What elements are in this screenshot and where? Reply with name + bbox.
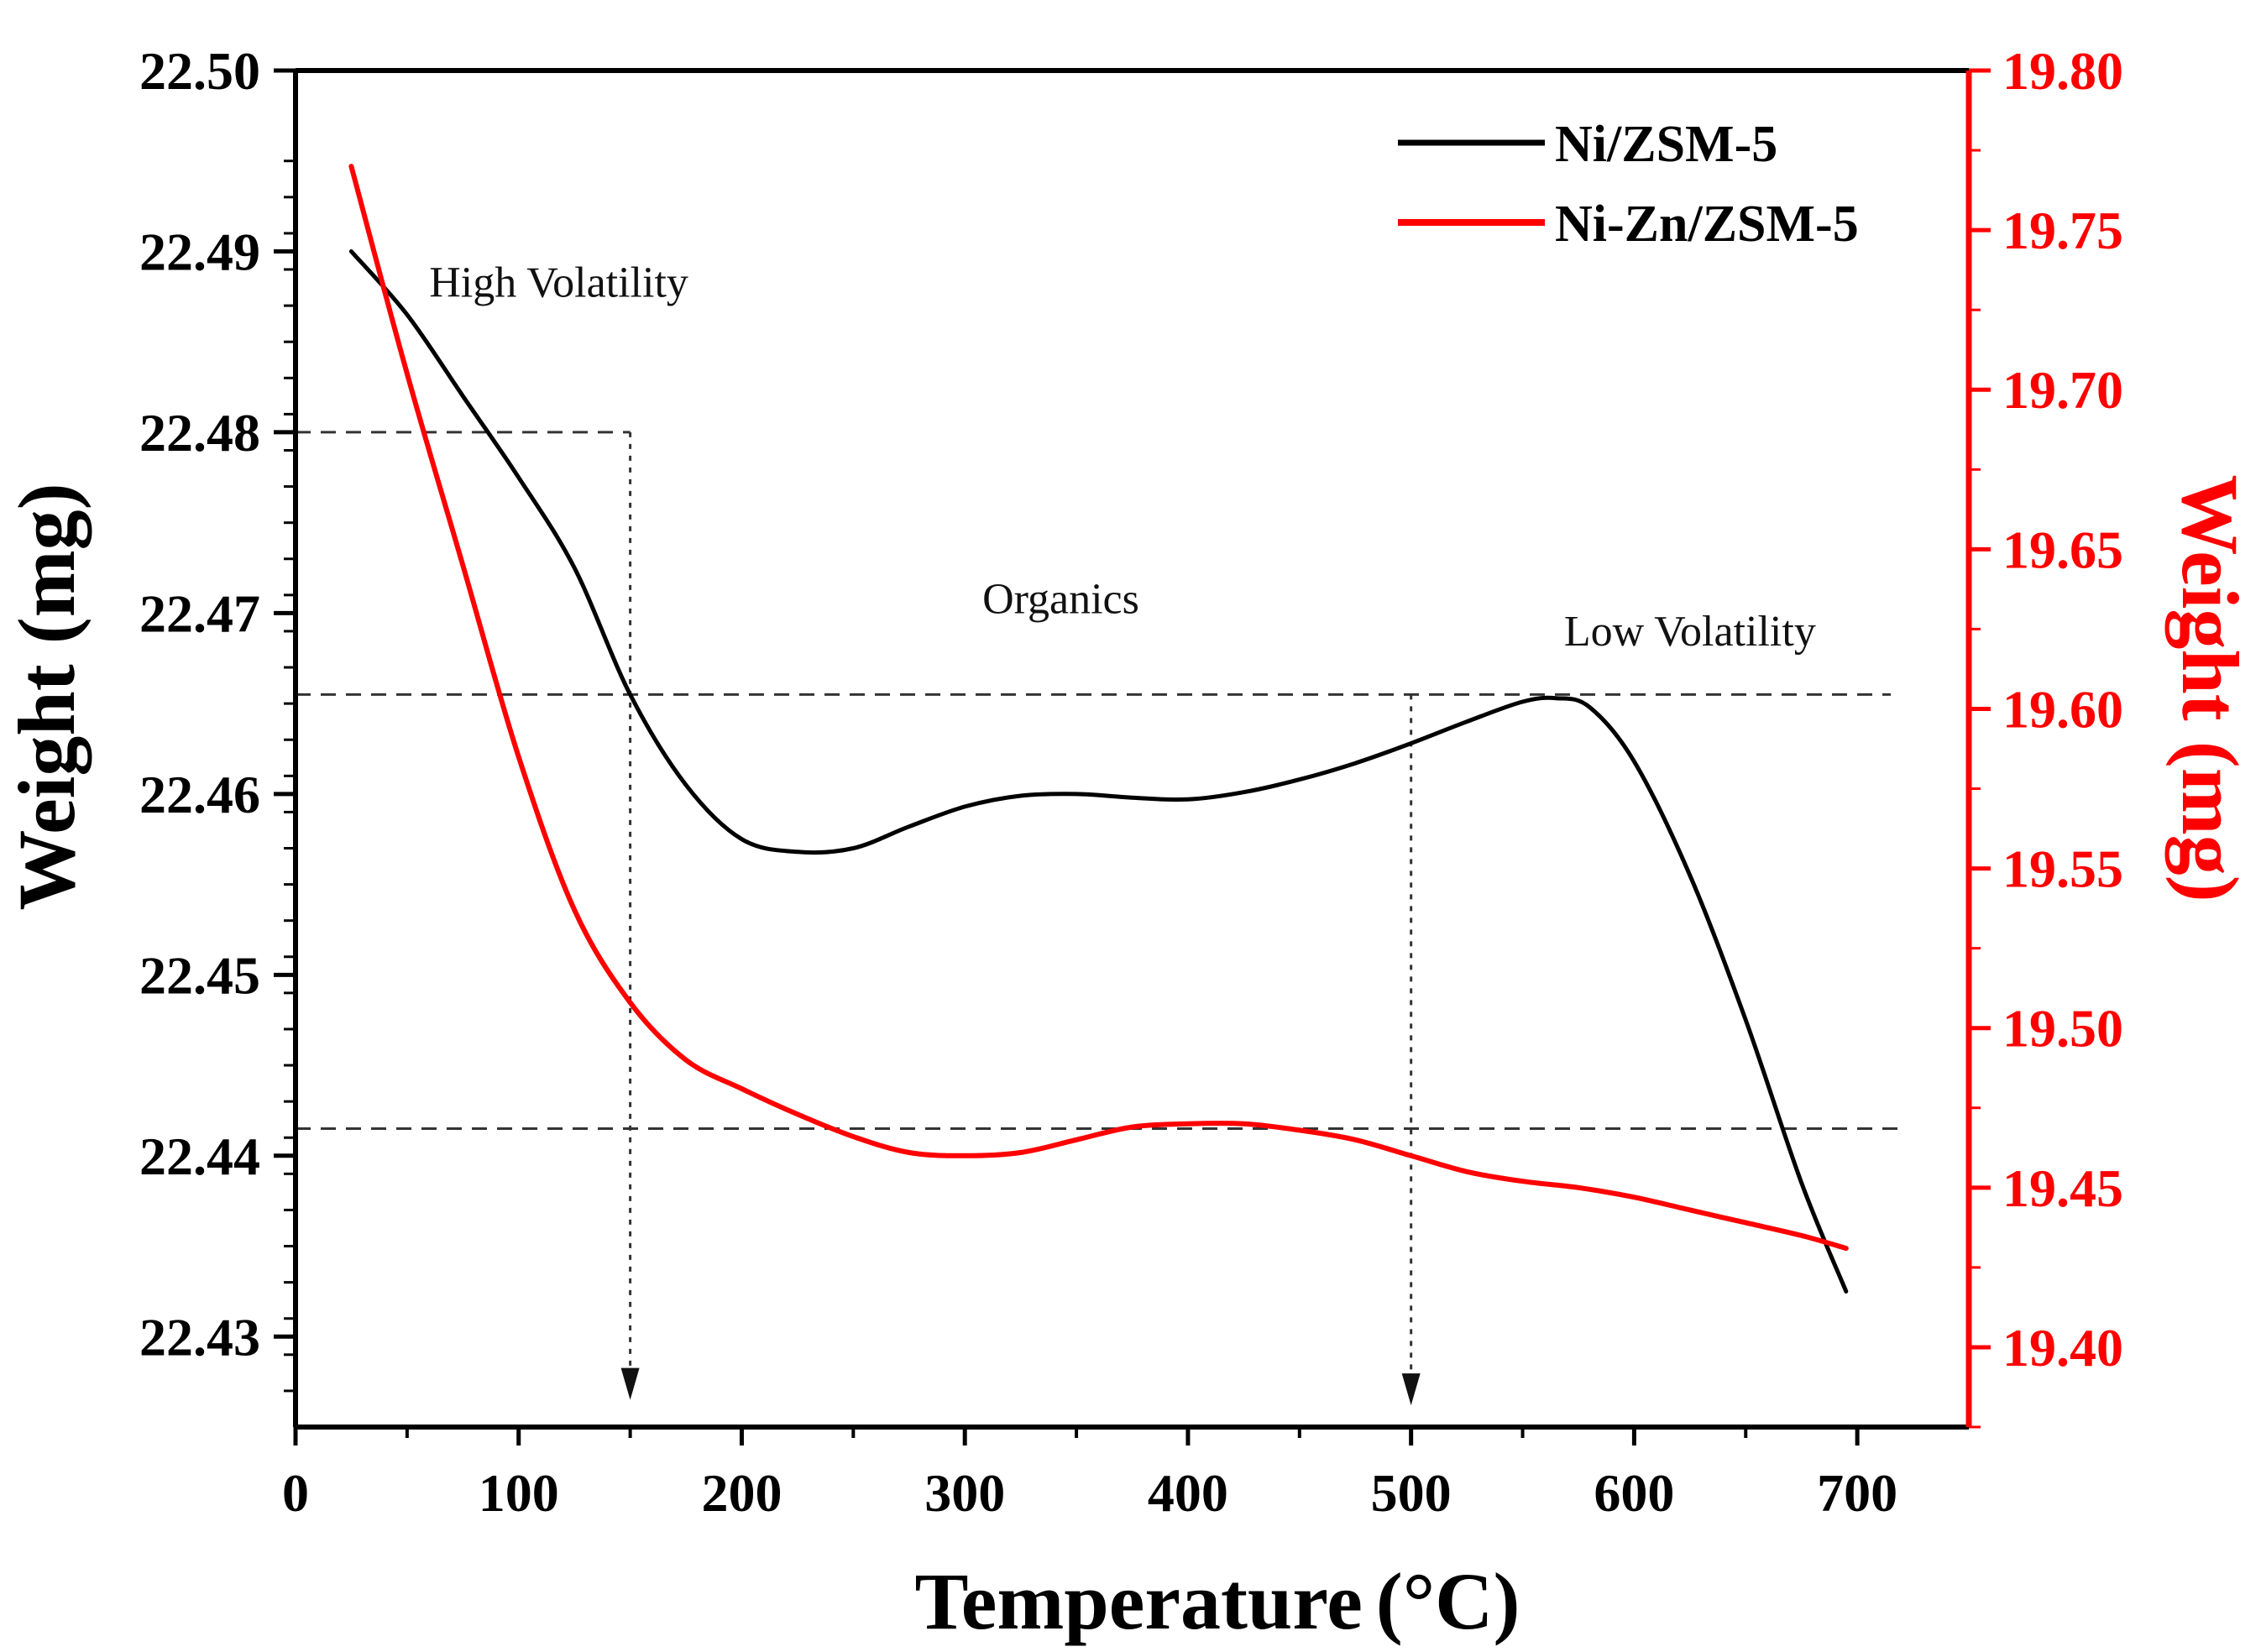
y-left-tick-label: 22.46 — [139, 765, 260, 824]
legend-label-ni-zsm5: Ni/ZSM-5 — [1555, 116, 1777, 173]
y-right-tick-label: 19.50 — [2002, 999, 2123, 1059]
annotations: High Volatility Organics Low Volatility — [429, 259, 1816, 656]
x-tick-label: 500 — [1371, 1463, 1452, 1523]
x-axis-unit: (°C) — [1376, 1556, 1520, 1646]
series-layer — [348, 164, 1849, 1294]
x-axis-title: Temperature (°C) — [915, 1556, 1520, 1646]
y-right-tick-label: 19.45 — [2002, 1158, 2123, 1218]
x-axis-title-text: Temperature — [915, 1556, 1363, 1646]
guide-arrowhead — [1401, 1373, 1421, 1406]
x-tick-label: 0 — [282, 1463, 309, 1523]
guide-arrowhead — [620, 1367, 640, 1400]
ticks-layer: 0 100 200 300 400 500 600 700 22.43 22.44 22.45 22.… — [139, 41, 2123, 1523]
y-right-tick-label: 19.55 — [2002, 839, 2123, 899]
annotation-label: Low Volatility — [1564, 608, 1816, 656]
legend-label-ni-zn-zsm5: Ni-Zn/ZSM-5 — [1555, 196, 1859, 253]
series-line-ni-zsm5 — [348, 249, 1849, 1294]
x-tick-label: 600 — [1594, 1463, 1674, 1523]
y-left-tick-label: 22.43 — [139, 1307, 260, 1367]
annotation-label: High Volatility — [429, 259, 688, 306]
y-left-tick-label: 22.48 — [139, 403, 260, 463]
y-axis-title-left: Weight (mg) — [2, 483, 92, 910]
y-right-tick-label: 19.70 — [2002, 360, 2123, 420]
series-line-ni-zn-zsm5 — [348, 164, 1849, 1252]
y-right-tick-label: 19.40 — [2002, 1318, 2123, 1378]
y-left-tick-label: 22.49 — [139, 222, 260, 281]
x-tick-label: 700 — [1817, 1463, 1897, 1523]
y-right-tick-label: 19.75 — [2002, 201, 2123, 260]
x-tick-label: 200 — [701, 1463, 782, 1523]
annotation-label: Organics — [982, 575, 1139, 623]
y-left-tick-label: 22.47 — [139, 583, 260, 643]
y-right-tick-label: 19.65 — [2002, 520, 2123, 579]
x-tick-label: 100 — [479, 1463, 559, 1523]
y-left-tick-label: 22.44 — [139, 1127, 260, 1186]
x-tick-label: 300 — [924, 1463, 1005, 1523]
guide-lines — [296, 431, 1907, 1406]
x-tick-label: 400 — [1148, 1463, 1228, 1523]
y-left-tick-label: 22.50 — [139, 41, 260, 101]
legend: Ni/ZSM-5 Ni-Zn/ZSM-5 — [1398, 116, 1859, 253]
y-right-tick-label: 19.80 — [2002, 41, 2123, 101]
y-axis-title-right: Weight (mg) — [2165, 474, 2255, 902]
y-right-tick-label: 19.60 — [2002, 679, 2123, 739]
y-left-tick-label: 22.45 — [139, 945, 260, 1005]
